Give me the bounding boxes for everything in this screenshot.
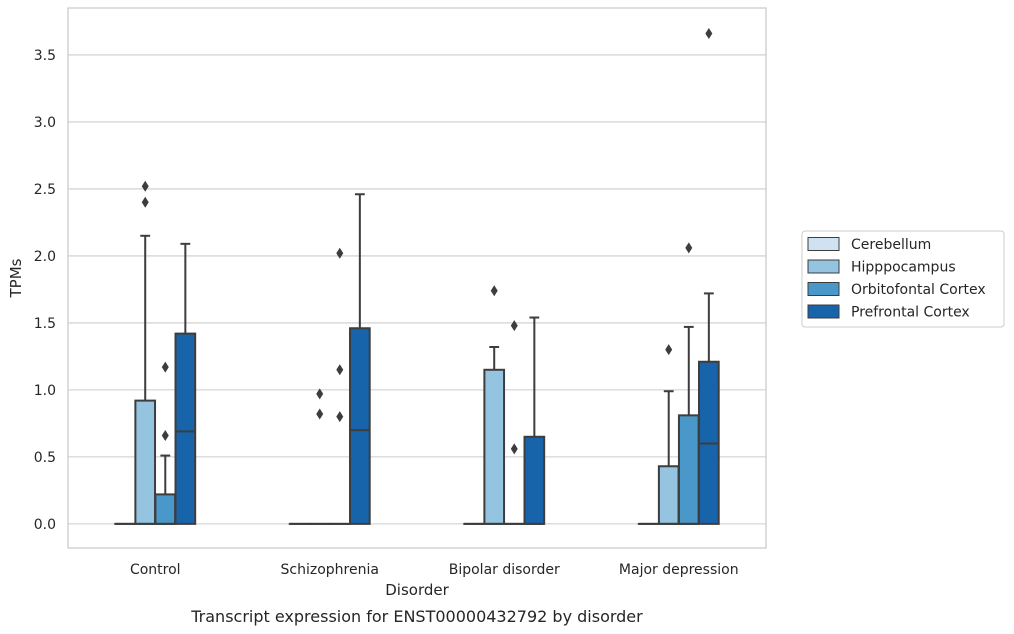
- box-group: [308, 388, 331, 525]
- legend-swatch: [807, 282, 840, 296]
- outlier-point: [161, 429, 169, 441]
- legend-label: Prefrontal Cortex: [851, 305, 970, 321]
- outlier-point: [316, 388, 324, 400]
- y-tick-label: 1.0: [34, 383, 56, 399]
- x-tick-label: Schizophrenia: [281, 562, 379, 578]
- x-tick-label: Major depression: [619, 562, 739, 578]
- outlier-point: [685, 242, 693, 254]
- box-group: [174, 242, 197, 525]
- outlier-point: [665, 344, 673, 356]
- grid-lines: [68, 54, 766, 525]
- legend-swatch: [807, 259, 840, 274]
- legend-swatch: [807, 304, 840, 319]
- box-group: [503, 320, 526, 525]
- chart-caption: Transcript expression for ENST0000043279…: [190, 607, 643, 626]
- legend-label: Orbitofontal Cortex: [851, 282, 986, 298]
- box-group: [677, 242, 700, 525]
- x-tick-label: Bipolar disorder: [449, 562, 560, 578]
- box-group: [657, 344, 680, 525]
- outlier-point: [161, 361, 169, 373]
- box-group: [698, 27, 720, 525]
- outlier-point: [490, 285, 498, 297]
- legend: Cerebellum Hipppocampus Orbitofontal Corte…: [801, 230, 1005, 328]
- box: [154, 493, 177, 525]
- box: [483, 368, 506, 525]
- outlier-point: [705, 27, 713, 39]
- y-tick-label: 1.5: [34, 316, 56, 332]
- box: [657, 465, 680, 525]
- box: [174, 332, 197, 525]
- y-tick-label: 3.0: [34, 115, 56, 131]
- box-plot-marks: [114, 27, 720, 525]
- box: [134, 399, 157, 525]
- box-group: [523, 316, 546, 525]
- box: [523, 435, 546, 525]
- x-tick-label: Control: [130, 562, 181, 578]
- outlier-point: [510, 443, 518, 455]
- legend-frame: [801, 230, 1005, 328]
- box-group: [154, 361, 177, 525]
- outlier-point: [316, 408, 324, 420]
- y-tick-label: 3.5: [34, 48, 56, 64]
- y-axis-ticks: 0.0 0.5 1.0 1.5 2.0 2.5 3.0 3.5: [34, 48, 56, 533]
- y-tick-label: 0.5: [34, 450, 56, 466]
- box: [349, 327, 371, 525]
- box-group: [134, 180, 157, 525]
- box-group: [328, 247, 351, 525]
- y-tick-label: 2.5: [34, 182, 56, 198]
- y-tick-label: 0.0: [34, 517, 56, 533]
- box: [677, 414, 700, 525]
- legend-label: Hipppocampus: [851, 260, 956, 276]
- outlier-point: [336, 247, 344, 259]
- outlier-point: [510, 320, 518, 332]
- legend-swatch: [807, 237, 840, 251]
- legend-label: Cerebellum: [851, 237, 931, 253]
- outlier-point: [141, 196, 149, 208]
- x-axis-ticks: Control Schizophrenia Bipolar disorder Majo…: [130, 562, 739, 578]
- box-group: [349, 193, 371, 525]
- plot-area-frame: [67, 7, 767, 549]
- outlier-point: [336, 411, 344, 423]
- x-axis-label: Disorder: [385, 581, 449, 599]
- outlier-point: [141, 180, 149, 192]
- y-axis-label: TPMs: [7, 258, 25, 298]
- outlier-point: [336, 364, 344, 376]
- y-tick-label: 2.0: [34, 249, 56, 265]
- box-group: [483, 285, 506, 525]
